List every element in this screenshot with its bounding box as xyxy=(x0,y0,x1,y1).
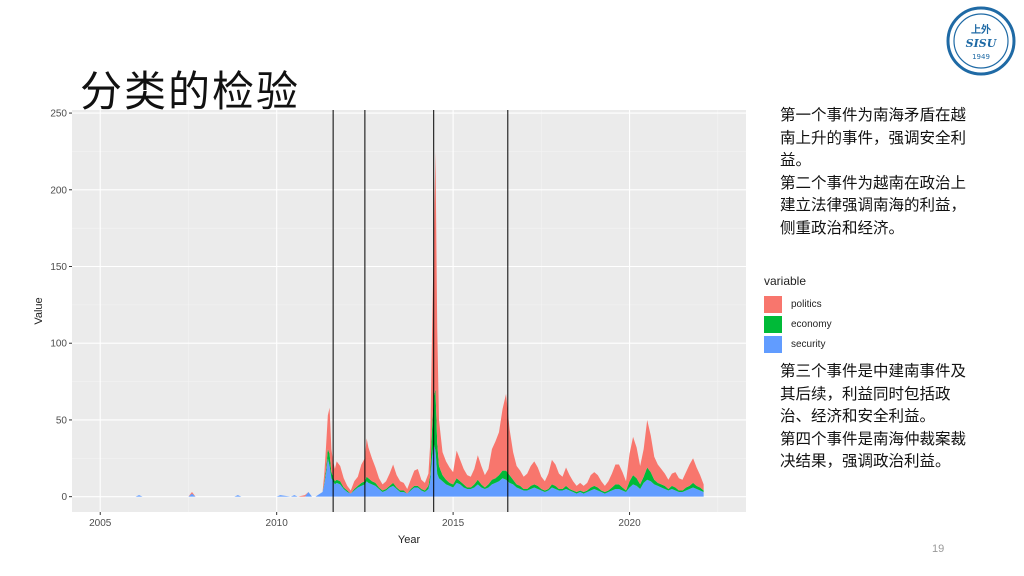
y-tick-label: 50 xyxy=(56,415,68,426)
x-tick-label: 2010 xyxy=(266,518,289,529)
university-logo: 上外 SISU 1949 xyxy=(946,6,1016,76)
x-tick-label: 2005 xyxy=(89,518,112,529)
stacked-area-chart: 2005 2010 2015 2020 0 50 100 150 200 250 Year Value xyxy=(33,109,746,546)
legend-label-economy: economy xyxy=(791,318,832,330)
legend-key-security xyxy=(764,335,782,353)
event-notes-top: 第一个事件为南海矛盾在越南上升的事件，强调安全利益。 第二个事件为越南在政治上建… xyxy=(780,104,980,239)
x-tick-label: 2015 xyxy=(442,518,465,529)
legend-key-politics xyxy=(764,295,782,313)
y-tick-label: 250 xyxy=(50,109,67,120)
svg-text:1949: 1949 xyxy=(972,53,990,61)
x-tick-label: 2020 xyxy=(618,518,641,529)
area-politics xyxy=(135,151,704,497)
slide-title: 分类的检验 xyxy=(80,67,301,116)
x-axis-title: Year xyxy=(398,534,421,546)
y-tick-label: 200 xyxy=(50,185,67,196)
event-note-3: 第三个事件是中建南事件及其后续，利益同时包括政治、经济和安全利益。 xyxy=(780,362,967,425)
y-axis-title: Value xyxy=(33,297,45,324)
event-notes-bottom: 第三个事件是中建南事件及其后续，利益同时包括政治、经济和安全利益。 第四个事件是… xyxy=(780,360,980,473)
legend-item-economy: economy xyxy=(764,314,832,334)
event-note-1: 第一个事件为南海矛盾在越南上升的事件，强调安全利益。 xyxy=(780,106,967,169)
event-note-4: 第四个事件是南海仲裁案裁决结果，强调政治利益。 xyxy=(780,429,967,471)
legend-item-politics: politics xyxy=(764,294,832,314)
page-number: 19 xyxy=(932,543,945,555)
area-security xyxy=(135,442,704,497)
svg-text:上外: 上外 xyxy=(971,23,991,36)
y-tick-label: 0 xyxy=(61,492,67,503)
y-tick-label: 150 xyxy=(50,262,67,273)
legend-title: variable xyxy=(764,274,807,288)
event-note-2: 第二个事件为越南在政治上建立法律强调南海的利益，侧重政治和经济。 xyxy=(780,173,967,237)
y-tick-label: 100 xyxy=(50,339,67,350)
legend-key-economy xyxy=(764,315,782,333)
legend-item-security: security xyxy=(764,334,832,354)
svg-text:SISU: SISU xyxy=(966,37,998,50)
chart-legend: variable politics economy security xyxy=(764,274,832,354)
legend-label-politics: politics xyxy=(791,298,822,310)
legend-label-security: security xyxy=(791,338,826,350)
